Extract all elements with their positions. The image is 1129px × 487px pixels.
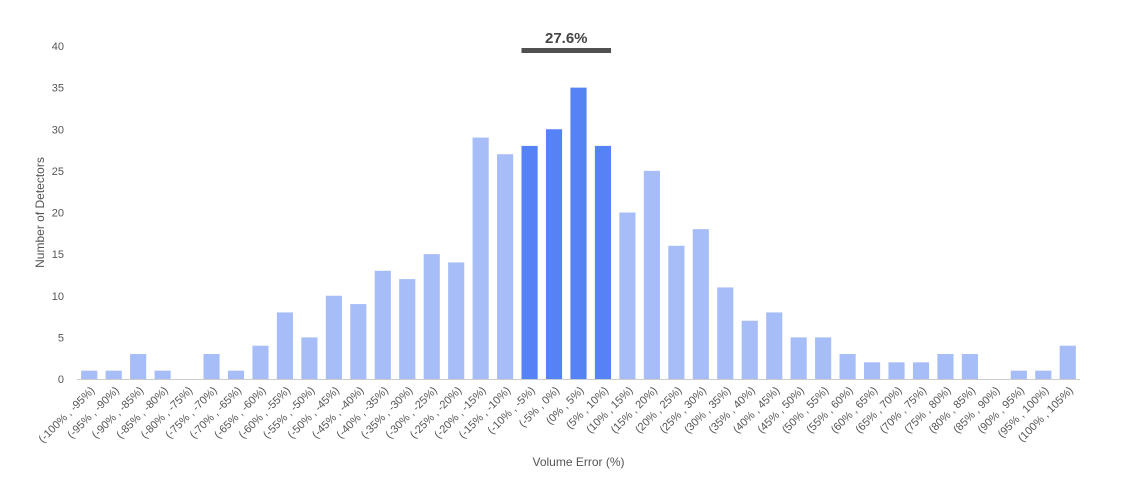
bar-30-25 — [423, 254, 440, 379]
bar-95-100 — [1035, 370, 1052, 379]
bar-20-25 — [668, 245, 685, 379]
bar-20-15 — [472, 137, 489, 379]
bar-35-30 — [399, 279, 416, 379]
bar-35-40 — [741, 320, 758, 379]
bars — [81, 87, 1076, 379]
bar-5-10 — [594, 145, 612, 379]
bar-25-30 — [692, 229, 709, 379]
bar-30-35 — [717, 287, 734, 379]
bar-80-85 — [961, 354, 978, 379]
bar-75-70 — [203, 354, 220, 379]
y-tick-label: 40 — [52, 41, 64, 53]
annotation-label: 27.6% — [545, 30, 588, 47]
bar-55-50 — [301, 337, 318, 379]
y-tick-label: 30 — [52, 124, 64, 136]
bar-15-20 — [643, 170, 660, 379]
bar-15-10 — [497, 154, 514, 379]
bar-70-65 — [227, 370, 245, 379]
bar-75-80 — [937, 354, 954, 379]
bar-60-55 — [276, 312, 294, 379]
highlight-annotation: 27.6% — [521, 30, 612, 53]
bar-25-20 — [448, 262, 465, 379]
bar-65-70 — [888, 362, 905, 379]
y-tick-label: 5 — [58, 332, 64, 344]
y-tick-label: 10 — [52, 291, 64, 303]
bar-10-5 — [521, 145, 538, 379]
bar-90-85 — [130, 354, 147, 379]
y-axis-title: Number of Detectors — [33, 157, 47, 268]
bar-90-95 — [1010, 370, 1027, 379]
bar-40-45 — [766, 312, 783, 379]
bar-60-65 — [863, 362, 881, 379]
bar-85-80 — [154, 370, 171, 379]
x-axis-title: Volume Error (%) — [532, 455, 624, 469]
y-tick-label: 0 — [58, 374, 64, 386]
bar-5-0 — [545, 129, 563, 379]
bar-70-75 — [912, 362, 930, 379]
bar-95-90 — [105, 370, 122, 379]
bar-50-55 — [815, 337, 832, 379]
annotation-bar — [521, 48, 612, 53]
bar-100-95 — [81, 370, 98, 379]
y-tick-label: 15 — [52, 249, 64, 261]
bar-45-40 — [350, 304, 367, 379]
bar-0-5 — [570, 87, 587, 379]
bar-10-15 — [619, 212, 636, 379]
y-tick-label: 35 — [52, 83, 64, 95]
bar-40-35 — [374, 270, 391, 379]
x-axis-ticks: (-100% , -95%)(-95% , -90%)(-90% , -85%)… — [37, 385, 1076, 446]
y-tick-label: 20 — [52, 208, 64, 220]
bar-100-105 — [1059, 345, 1076, 379]
bar-65-60 — [252, 345, 269, 379]
y-tick-label: 25 — [52, 166, 64, 178]
bar-45-50 — [790, 337, 807, 379]
bar-50-45 — [325, 295, 342, 379]
y-axis-ticks: 0 5 10 15 20 25 30 35 40 — [52, 41, 64, 386]
bar-55-60 — [839, 354, 856, 379]
